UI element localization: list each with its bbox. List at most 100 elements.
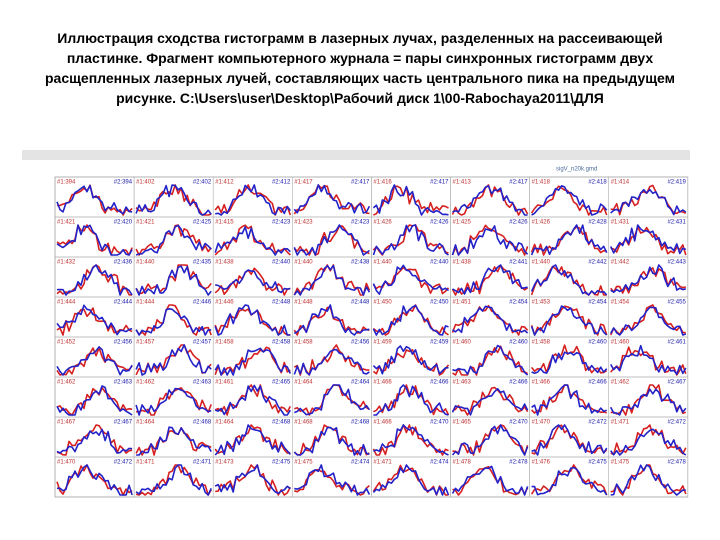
cell-label: #1:471 [611, 420, 630, 426]
histogram-curve [372, 264, 449, 295]
cell-label: #1:423 [294, 220, 313, 226]
cell-label: #2:428 [588, 220, 607, 226]
cell [608, 456, 689, 498]
cell-label: #2:431 [667, 220, 686, 226]
histogram-curve [609, 224, 687, 255]
cell-label: #2:448 [351, 300, 370, 306]
cell-label: #1:478 [453, 460, 472, 466]
histogram-curve [56, 424, 133, 456]
cell-label: #2:440 [430, 260, 449, 266]
cell-label: #2:426 [509, 220, 528, 226]
cell-label: #1:438 [215, 260, 234, 266]
cell-label: #2:457 [193, 340, 212, 346]
cell-label: #2:475 [272, 460, 291, 466]
title-line: пластинке. Фрагмент компьютерного журнал… [66, 50, 654, 66]
cell-label: #2:456 [351, 340, 370, 346]
cell-label: #2:468 [272, 420, 291, 426]
histogram-curve [214, 347, 292, 376]
cell-label: #2:441 [509, 260, 528, 266]
cell-label: #2:472 [667, 420, 686, 426]
cell-label: #1:431 [611, 220, 630, 226]
histogram-curve [294, 464, 371, 496]
cell-label: #2:460 [509, 340, 528, 346]
cell-label: #1:466 [373, 380, 392, 386]
cell-label: #2:454 [588, 300, 607, 306]
histogram-curve [293, 225, 370, 256]
histogram-curve [135, 426, 212, 456]
histogram-curve [372, 224, 449, 256]
histogram-curve [531, 384, 607, 416]
cell-label: #1:460 [453, 340, 472, 346]
cell-label: #1:421 [57, 220, 76, 226]
histogram-curve [135, 464, 212, 496]
cell-label: #2:474 [351, 460, 370, 466]
histogram-curve [135, 464, 212, 496]
histogram-curve [610, 344, 687, 376]
cell-label: #1:414 [611, 180, 630, 186]
cell-label: #2:470 [509, 420, 528, 426]
histogram-curve [372, 224, 449, 256]
histogram-curve [56, 264, 133, 296]
histogram-curve [373, 424, 449, 456]
slide-title: Иллюстрация сходства гистограмм в лазерн… [10, 28, 710, 108]
histogram-curve [214, 304, 291, 336]
cell-label: #2:456 [114, 340, 133, 346]
histogram-curve [530, 305, 608, 336]
cell-label: #2:463 [193, 380, 212, 386]
histogram-curve [530, 224, 608, 256]
cell-label: #1:459 [373, 340, 392, 346]
cell-label: #2:471 [193, 460, 212, 466]
cell-label: #1:452 [57, 340, 76, 346]
histogram-curve [56, 304, 133, 336]
cell-label: #2:425 [193, 220, 212, 226]
histogram-curve [293, 264, 371, 296]
cell-label: #2:461 [667, 340, 686, 346]
cell-label: #1:467 [57, 420, 76, 426]
histogram-curve [56, 184, 133, 215]
histogram-curve [56, 346, 133, 376]
cell-label: #1:446 [215, 300, 234, 306]
cell-label: #1:453 [532, 300, 551, 306]
histogram-curve [373, 185, 449, 216]
histogram-curve [294, 384, 371, 416]
cell-label: #2:417 [351, 180, 370, 186]
cell-label: #1:461 [215, 380, 234, 386]
cell-label: #1:458 [215, 340, 234, 346]
cell-label: #2:419 [667, 180, 686, 186]
cell-label: #1:417 [294, 180, 313, 186]
cell-label: #1:454 [611, 300, 630, 306]
histogram-curve [56, 428, 133, 454]
histogram-curve [135, 304, 212, 336]
cell-label: #1:470 [532, 420, 551, 426]
histogram-curve [610, 428, 687, 456]
cell-label: #1:426 [373, 220, 392, 226]
cell-label: #2:467 [114, 420, 133, 426]
histogram-curve [135, 307, 212, 336]
cell-label: #1:432 [57, 260, 76, 266]
cell-label: #2:454 [509, 300, 528, 306]
cell-label: #2:466 [588, 380, 607, 386]
histogram-curve [293, 348, 370, 376]
cell-label: #2:402 [193, 180, 212, 186]
cell-label: #1:440 [294, 260, 313, 266]
histogram-curve [452, 264, 528, 295]
cell-label: #2:448 [272, 300, 291, 306]
cell-label: #1:473 [215, 460, 234, 466]
cell-label: #1:470 [57, 460, 76, 466]
cell-label: #1:448 [294, 300, 313, 306]
cell-label: #2:466 [509, 380, 528, 386]
histogram-curve [531, 466, 608, 496]
cell-label: #1:440 [532, 260, 551, 266]
cell-label: #2:468 [193, 420, 212, 426]
cell-label: #2:472 [588, 420, 607, 426]
cell-label: #1:440 [136, 260, 155, 266]
cell-label: #1:440 [373, 260, 392, 266]
cell-label: #1:471 [136, 460, 155, 466]
cell-label: #1:442 [611, 260, 630, 266]
histogram-curve [451, 424, 529, 456]
cell-label: #1:462 [57, 380, 76, 386]
cell-label: #1:475 [611, 460, 630, 466]
cell-label: #1:463 [453, 380, 472, 386]
cell-label: #1:465 [453, 420, 472, 426]
